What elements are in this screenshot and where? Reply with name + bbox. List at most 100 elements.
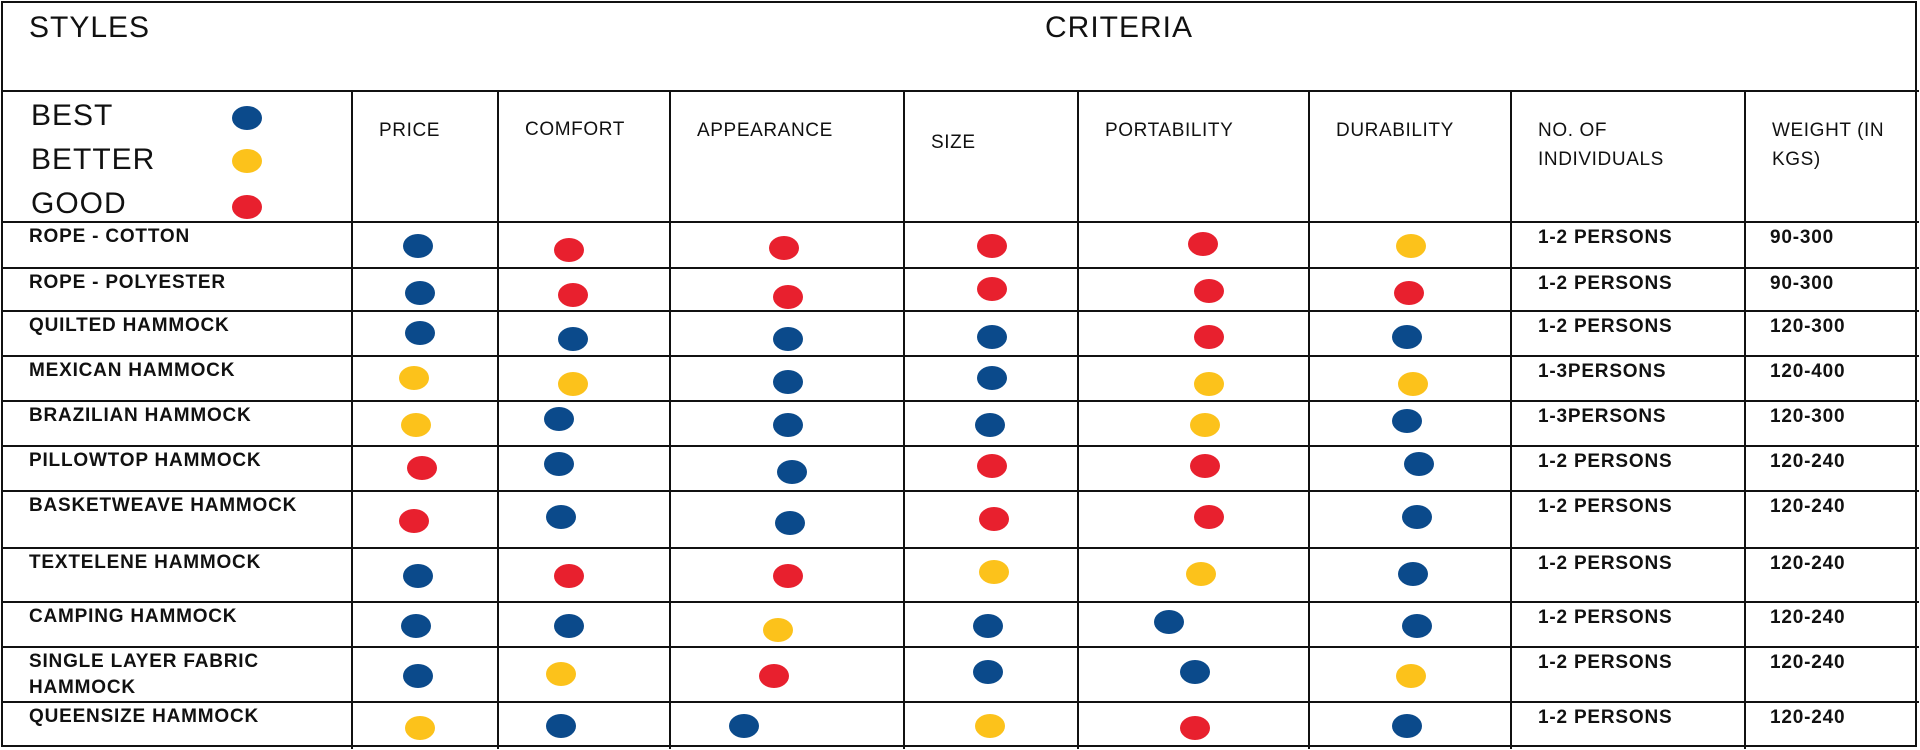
style-label: ROPE - POLYESTER <box>29 272 226 293</box>
rating-dot-best <box>1402 504 1432 529</box>
column-header: SIZE <box>931 132 976 153</box>
rating-dot-good <box>407 455 437 480</box>
legend-good-label: GOOD <box>31 187 127 220</box>
rating-dot-good <box>558 282 588 307</box>
weight-cell: 90-300 <box>1770 227 1834 248</box>
individuals-cell: 1-3PERSONS <box>1538 406 1667 427</box>
weight-cell: 120-300 <box>1770 316 1846 337</box>
table-rule <box>3 547 1919 549</box>
rating-dot-best <box>773 326 803 351</box>
table-rule <box>3 221 1919 223</box>
rating-dot-best <box>1153 609 1184 634</box>
rating-dot-good <box>769 236 799 260</box>
rating-dot-good <box>977 276 1007 301</box>
rating-dot-good <box>1189 453 1220 478</box>
style-label: BASKETWEAVE HAMMOCK <box>29 495 298 516</box>
style-label: SINGLE LAYER FABRIC HAMMOCK <box>29 651 259 698</box>
individuals-cell: 1-2 PERSONS <box>1538 316 1673 337</box>
individuals-cell: 1-2 PERSONS <box>1538 273 1673 294</box>
legend-good-dot <box>232 195 262 219</box>
table-rule <box>3 267 1919 269</box>
rating-dot-best <box>403 564 433 588</box>
column-rule <box>903 92 905 749</box>
style-label: ROPE - COTTON <box>29 226 190 247</box>
style-label: MEXICAN HAMMOCK <box>29 360 236 381</box>
rating-dot-good <box>773 284 803 309</box>
weight-cell: 120-240 <box>1770 496 1846 517</box>
weight-cell: 120-240 <box>1770 451 1846 472</box>
legend-better-label: BETTER <box>31 143 156 176</box>
rating-dot-best <box>975 412 1005 437</box>
weight-cell: 120-300 <box>1770 406 1846 427</box>
individuals-cell: 1-2 PERSONS <box>1538 707 1673 728</box>
table-rule <box>3 90 1919 92</box>
rating-dot-best <box>773 369 803 394</box>
rating-dot-better <box>1193 371 1224 396</box>
column-rule <box>497 92 499 749</box>
column-rule <box>1510 92 1512 749</box>
table-rule <box>3 445 1919 447</box>
rating-dot-best <box>1392 714 1422 738</box>
individuals-cell: 1-2 PERSONS <box>1538 607 1673 628</box>
column-header: DURABILITY <box>1336 120 1454 141</box>
column-header: PRICE <box>379 120 441 141</box>
rating-dot-best <box>777 459 807 484</box>
rating-dot-good <box>773 564 803 588</box>
weight-cell: 120-240 <box>1770 607 1846 628</box>
rating-dot-good <box>1179 716 1210 740</box>
rating-dot-good <box>1187 232 1218 256</box>
legend-best-label: BEST <box>31 99 114 132</box>
column-header: PORTABILITY <box>1105 120 1234 141</box>
rating-dot-best <box>773 412 803 437</box>
style-label: TEXTELENE HAMMOCK <box>29 552 262 573</box>
rating-dot-better <box>1398 371 1428 396</box>
rating-dot-good <box>554 238 584 262</box>
rating-dot-good <box>1193 324 1224 349</box>
rating-dot-good <box>977 453 1007 478</box>
legend-better-dot <box>232 149 262 173</box>
rating-dot-best <box>1402 613 1432 638</box>
rating-dot-better <box>1189 412 1220 437</box>
rating-dot-best <box>1398 562 1428 586</box>
rating-dot-better <box>405 716 435 740</box>
rating-dot-best <box>558 326 588 351</box>
rating-dot-better <box>399 365 429 390</box>
weight-cell: 120-240 <box>1770 652 1846 673</box>
column-header: WEIGHT (IN KGS) <box>1772 120 1885 170</box>
table-rule <box>3 601 1919 603</box>
style-label: QUEENSIZE HAMMOCK <box>29 706 259 727</box>
table-rule <box>3 355 1919 357</box>
individuals-cell: 1-2 PERSONS <box>1538 652 1673 673</box>
legend-best-dot <box>232 106 262 130</box>
column-header: APPEARANCE <box>697 120 833 141</box>
rating-dot-better <box>1396 234 1426 258</box>
rating-dot-better <box>401 412 431 437</box>
rating-dot-good <box>554 564 584 588</box>
rating-dot-good <box>1193 278 1224 303</box>
rating-dot-good <box>759 663 789 688</box>
weight-cell: 120-240 <box>1770 553 1846 574</box>
column-rule <box>1744 92 1746 749</box>
style-label: QUILTED HAMMOCK <box>29 315 230 336</box>
styles-title: STYLES <box>29 11 151 44</box>
rating-dot-good <box>977 234 1007 258</box>
rating-dot-best <box>977 324 1007 349</box>
rating-dot-best <box>546 504 576 529</box>
rating-dot-better <box>546 661 576 686</box>
rating-dot-better <box>558 371 588 396</box>
individuals-cell: 1-2 PERSONS <box>1538 553 1673 574</box>
criteria-title: CRITERIA <box>1045 11 1194 44</box>
rating-dot-good <box>1394 280 1424 305</box>
style-label: PILLOWTOP HAMMOCK <box>29 450 262 471</box>
style-label: BRAZILIAN HAMMOCK <box>29 405 252 426</box>
table-rule <box>3 310 1919 312</box>
style-label: CAMPING HAMMOCK <box>29 606 238 627</box>
table-rule <box>3 646 1919 648</box>
individuals-cell: 1-3PERSONS <box>1538 361 1667 382</box>
rating-dot-best <box>729 714 759 738</box>
rating-dot-better <box>1185 562 1216 586</box>
column-rule <box>1077 92 1079 749</box>
column-rule <box>669 92 671 749</box>
rating-dot-better <box>979 560 1009 584</box>
